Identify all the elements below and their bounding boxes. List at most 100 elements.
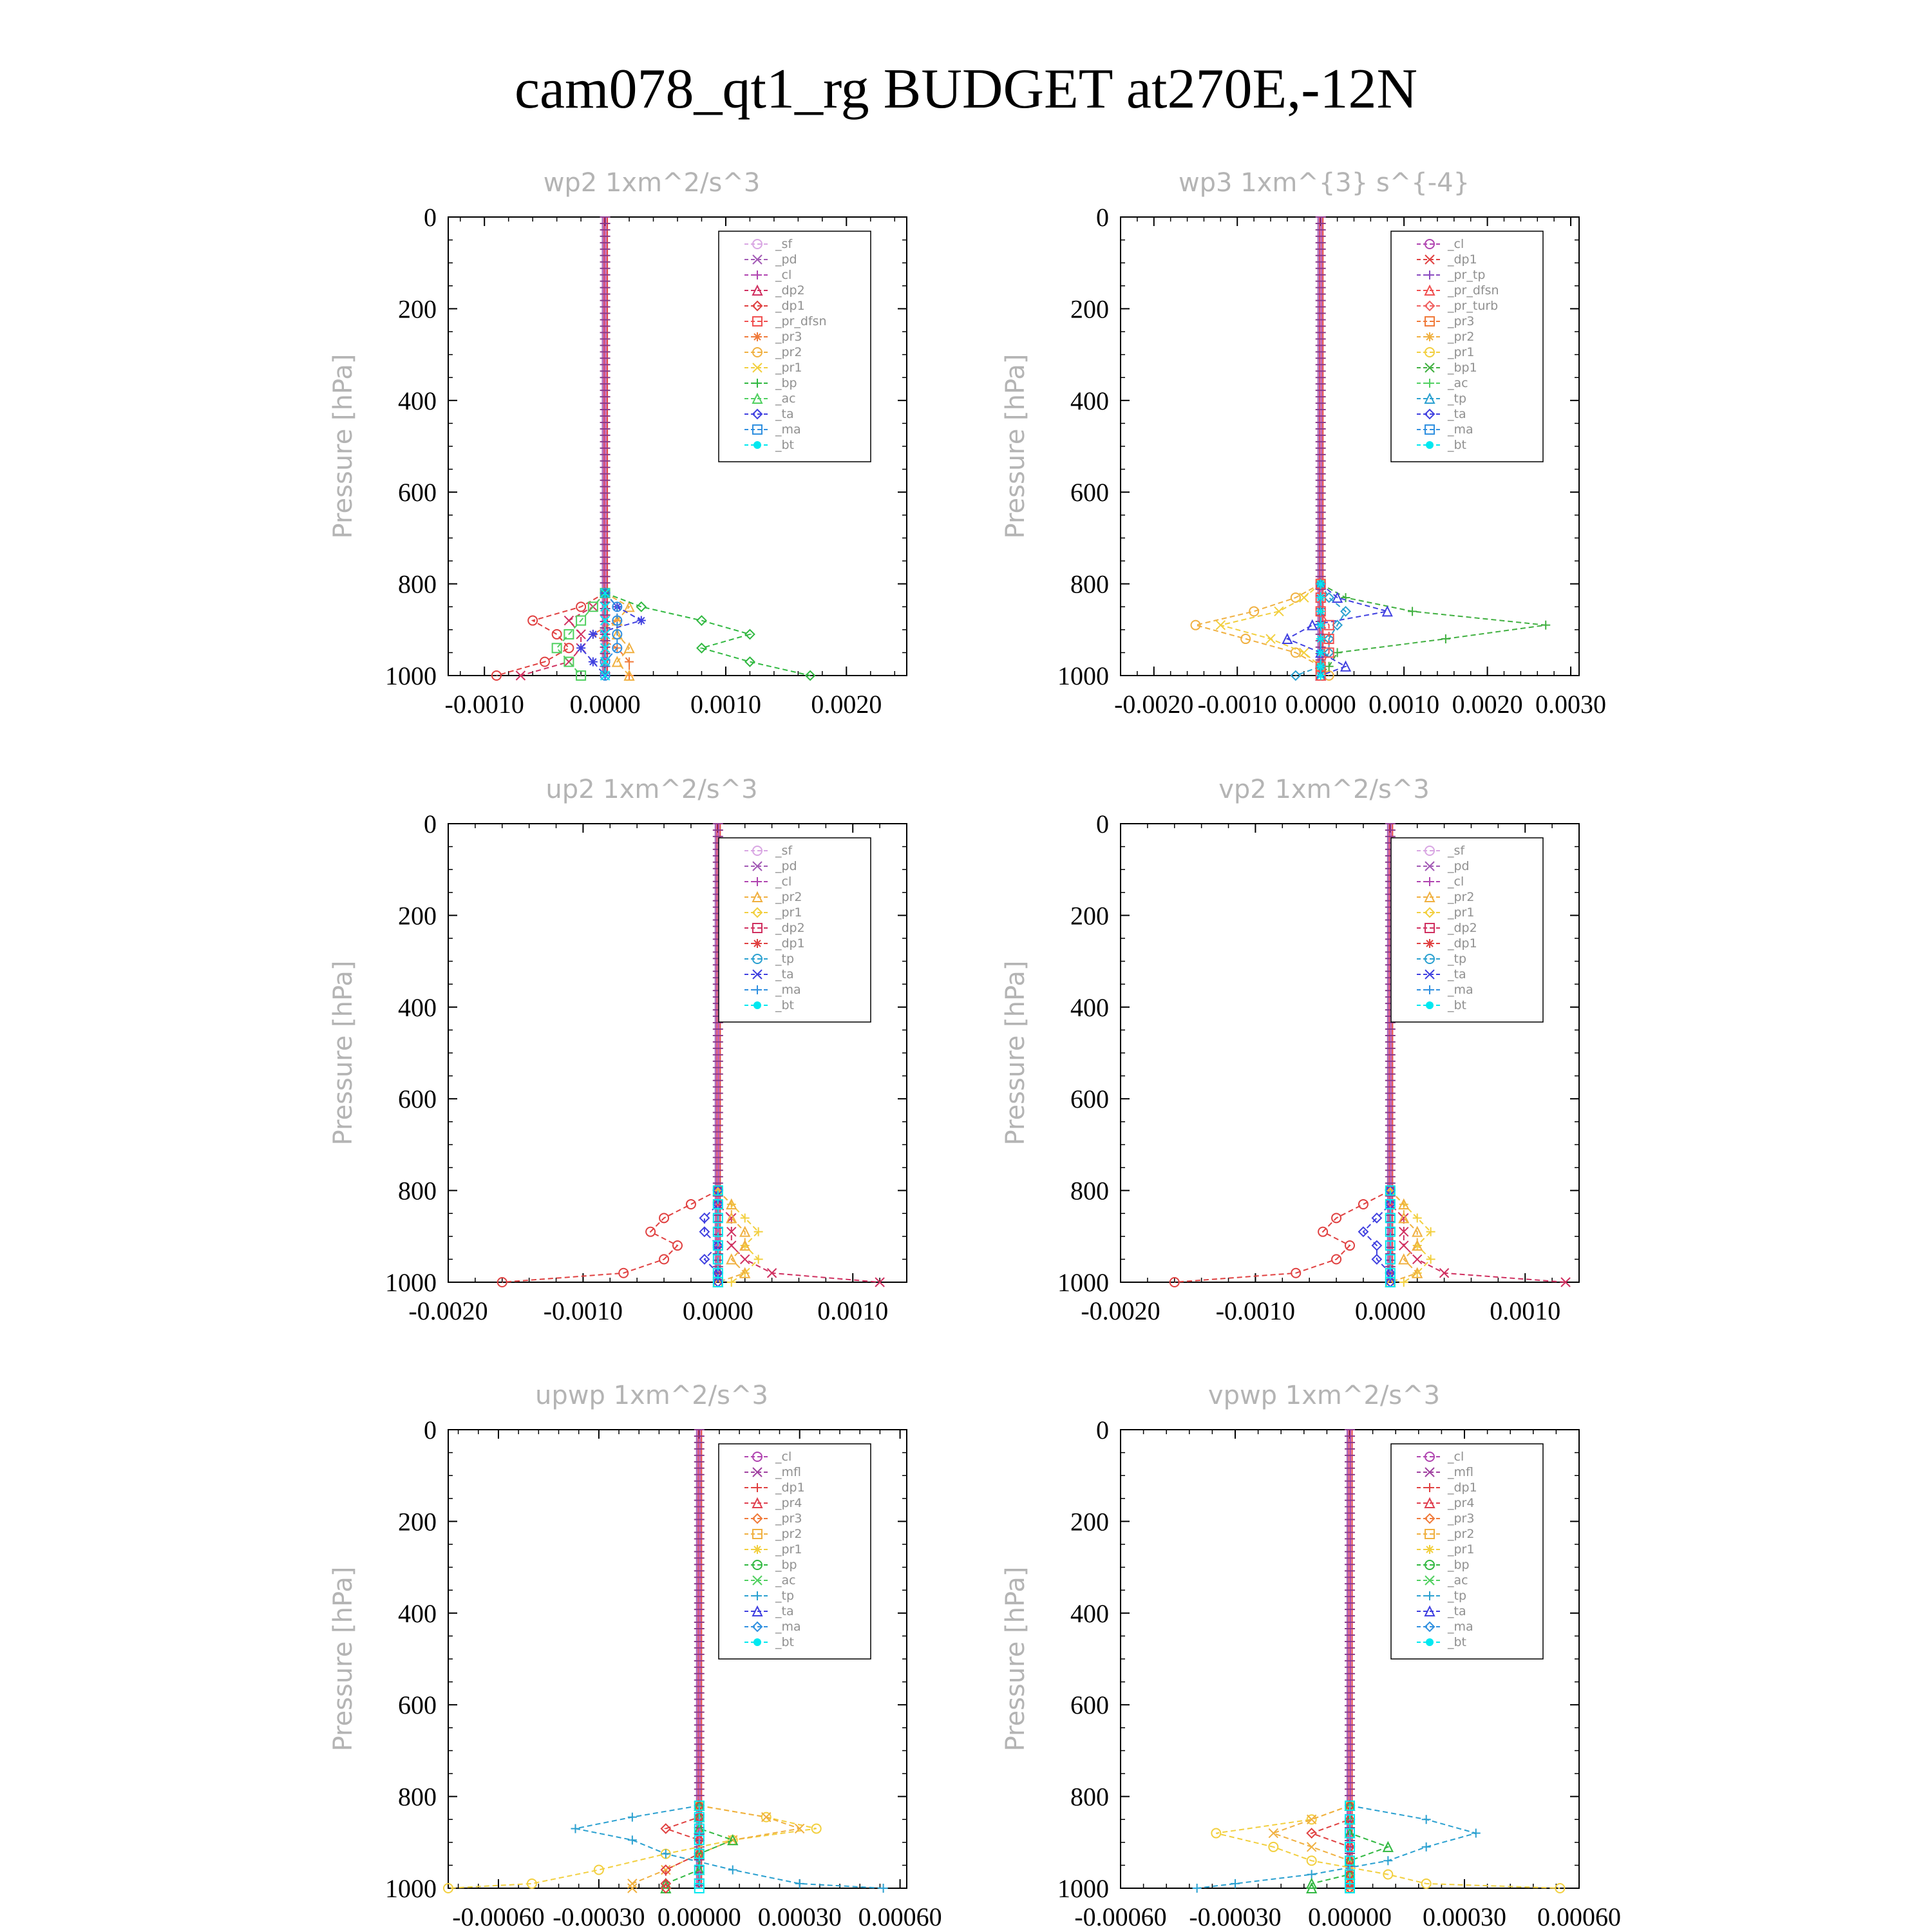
legend-label: _tp xyxy=(1447,1589,1466,1603)
legend-label: _pr_turb xyxy=(1447,299,1498,313)
y-axis-label: Pressure [hPa] xyxy=(328,354,358,539)
legend-marker xyxy=(1425,239,1435,249)
series-marker-_dp2 xyxy=(740,1254,750,1265)
series-marker-_ma xyxy=(612,601,623,612)
series-marker-_bt xyxy=(1385,1198,1396,1209)
y-tick-label: 800 xyxy=(398,1177,437,1206)
legend-label: _ta xyxy=(1447,967,1466,981)
series-marker-_ta xyxy=(1307,619,1318,630)
legend-box xyxy=(718,1443,871,1660)
legend-label: _bt xyxy=(1447,998,1466,1012)
series-marker-_dp2 xyxy=(515,670,526,681)
legend-marker xyxy=(1425,846,1435,856)
y-tick-label: 400 xyxy=(1070,993,1109,1022)
legend-marker xyxy=(1424,300,1435,312)
legend-label: _ac xyxy=(1447,1573,1468,1587)
series-line-_ac xyxy=(556,592,606,676)
legend-marker xyxy=(1425,347,1435,357)
legend-label: _ma xyxy=(1447,1620,1473,1634)
x-tick-label: -0.00030 xyxy=(1189,1902,1281,1931)
series-marker-_dp1 xyxy=(672,1240,683,1251)
series-marker-_pr2 xyxy=(739,1267,751,1278)
legend-marker xyxy=(752,861,762,871)
legend-label: _pr3 xyxy=(1447,314,1474,328)
legend-marker xyxy=(752,424,762,435)
legend-label: _bp1 xyxy=(1447,361,1477,375)
main-title: cam078_qt1_rg BUDGET at270E,-12N xyxy=(514,58,1418,120)
y-tick-label: 200 xyxy=(1070,901,1109,930)
y-tick-label: 0 xyxy=(1096,810,1109,838)
series-marker-_tp xyxy=(1290,670,1302,681)
series-marker-_pr1 xyxy=(761,1812,772,1823)
legend-marker xyxy=(1425,316,1435,327)
series-marker-_bt xyxy=(1316,634,1325,644)
series-marker-_ta xyxy=(699,1253,710,1265)
legend-label: _pr1 xyxy=(775,361,802,375)
series-marker-_ac xyxy=(564,656,574,667)
legend-marker xyxy=(1425,1483,1434,1492)
x-tick-label: -0.0010 xyxy=(445,690,524,719)
legend-label: _ma xyxy=(775,422,801,437)
legend-label: _pr_dfsn xyxy=(1447,283,1499,298)
series-marker-_ta xyxy=(699,1212,710,1224)
legend-label: _ac xyxy=(1447,376,1468,390)
series-marker-_dp1 xyxy=(659,1254,670,1265)
legend-label: _dp2 xyxy=(775,283,805,298)
y-tick-label: 1000 xyxy=(1057,1874,1109,1903)
series-marker-_pr1 xyxy=(753,1227,763,1236)
series-marker-_pr2 xyxy=(661,1864,671,1875)
series-marker-_pr2 xyxy=(1240,634,1251,645)
y-tick-label: 800 xyxy=(1070,1783,1109,1812)
legend-marker xyxy=(753,441,761,449)
legend-label: _ta xyxy=(1447,407,1466,421)
legend-label: _tp xyxy=(1447,952,1466,966)
legend-marker xyxy=(752,254,762,265)
legend-marker xyxy=(752,363,762,373)
legend-label: _pr4 xyxy=(775,1496,802,1510)
legend-marker xyxy=(753,877,762,886)
series-marker-_bp xyxy=(636,601,647,612)
panel-title: up2 1xm^2/s^3 xyxy=(545,775,757,804)
series-marker-_pr2 xyxy=(623,669,635,681)
series-marker-_bp1 xyxy=(1441,634,1450,644)
series-marker-_bt xyxy=(1316,592,1325,602)
legend-label: _pr3 xyxy=(775,1511,802,1526)
y-tick-label: 0 xyxy=(1096,1416,1109,1444)
y-tick-label: 400 xyxy=(1070,1599,1109,1628)
legend-label: _ta xyxy=(775,967,794,981)
y-tick-label: 0 xyxy=(424,810,437,838)
series-marker-_dp1 xyxy=(660,1823,672,1834)
series-marker-_ma xyxy=(612,629,623,639)
y-tick-label: 200 xyxy=(1070,1507,1109,1536)
x-tick-label: -0.00060 xyxy=(1074,1902,1166,1931)
x-tick-label: -0.00060 xyxy=(452,1902,544,1931)
series-marker-_bp xyxy=(1306,1877,1318,1889)
legend-marker xyxy=(1424,1621,1435,1633)
series-marker-_bt xyxy=(712,1198,723,1209)
y-tick-label: 800 xyxy=(1070,1177,1109,1206)
legend-marker xyxy=(752,347,762,357)
panel-title: upwp 1xm^2/s^3 xyxy=(535,1381,768,1410)
legend-marker xyxy=(1425,969,1435,980)
x-tick-label: 0.0010 xyxy=(690,690,761,719)
series-marker-_dp2 xyxy=(875,1277,885,1287)
series-line-_dp1 xyxy=(663,1805,700,1888)
series-line-_pr2 xyxy=(717,1189,746,1283)
y-tick-label: 400 xyxy=(398,993,437,1022)
legend-label: _sf xyxy=(775,844,793,858)
legend-label: _mfl xyxy=(775,1465,801,1479)
series-marker-_pr1 xyxy=(740,1213,750,1223)
y-tick-label: 200 xyxy=(398,1507,437,1536)
legend-marker xyxy=(1425,1467,1435,1477)
series-line-_pr1 xyxy=(717,1189,759,1283)
series-line-_bp1 xyxy=(1320,583,1546,676)
legend-marker xyxy=(1425,861,1435,871)
chart-panel-3: up2 1xm^2/s^3 Pressure [hPa] 0 200 400 600 800… xyxy=(328,775,907,1325)
legend-marker xyxy=(1426,1638,1434,1646)
series-marker-_tp xyxy=(1332,620,1343,631)
y-tick-label: 1000 xyxy=(385,1268,437,1297)
series-marker-_dp2 xyxy=(766,1268,777,1278)
series-marker-_pr1 xyxy=(811,1823,822,1834)
legend-label: _bt xyxy=(1447,1635,1466,1649)
legend-label: _pd xyxy=(775,252,797,267)
